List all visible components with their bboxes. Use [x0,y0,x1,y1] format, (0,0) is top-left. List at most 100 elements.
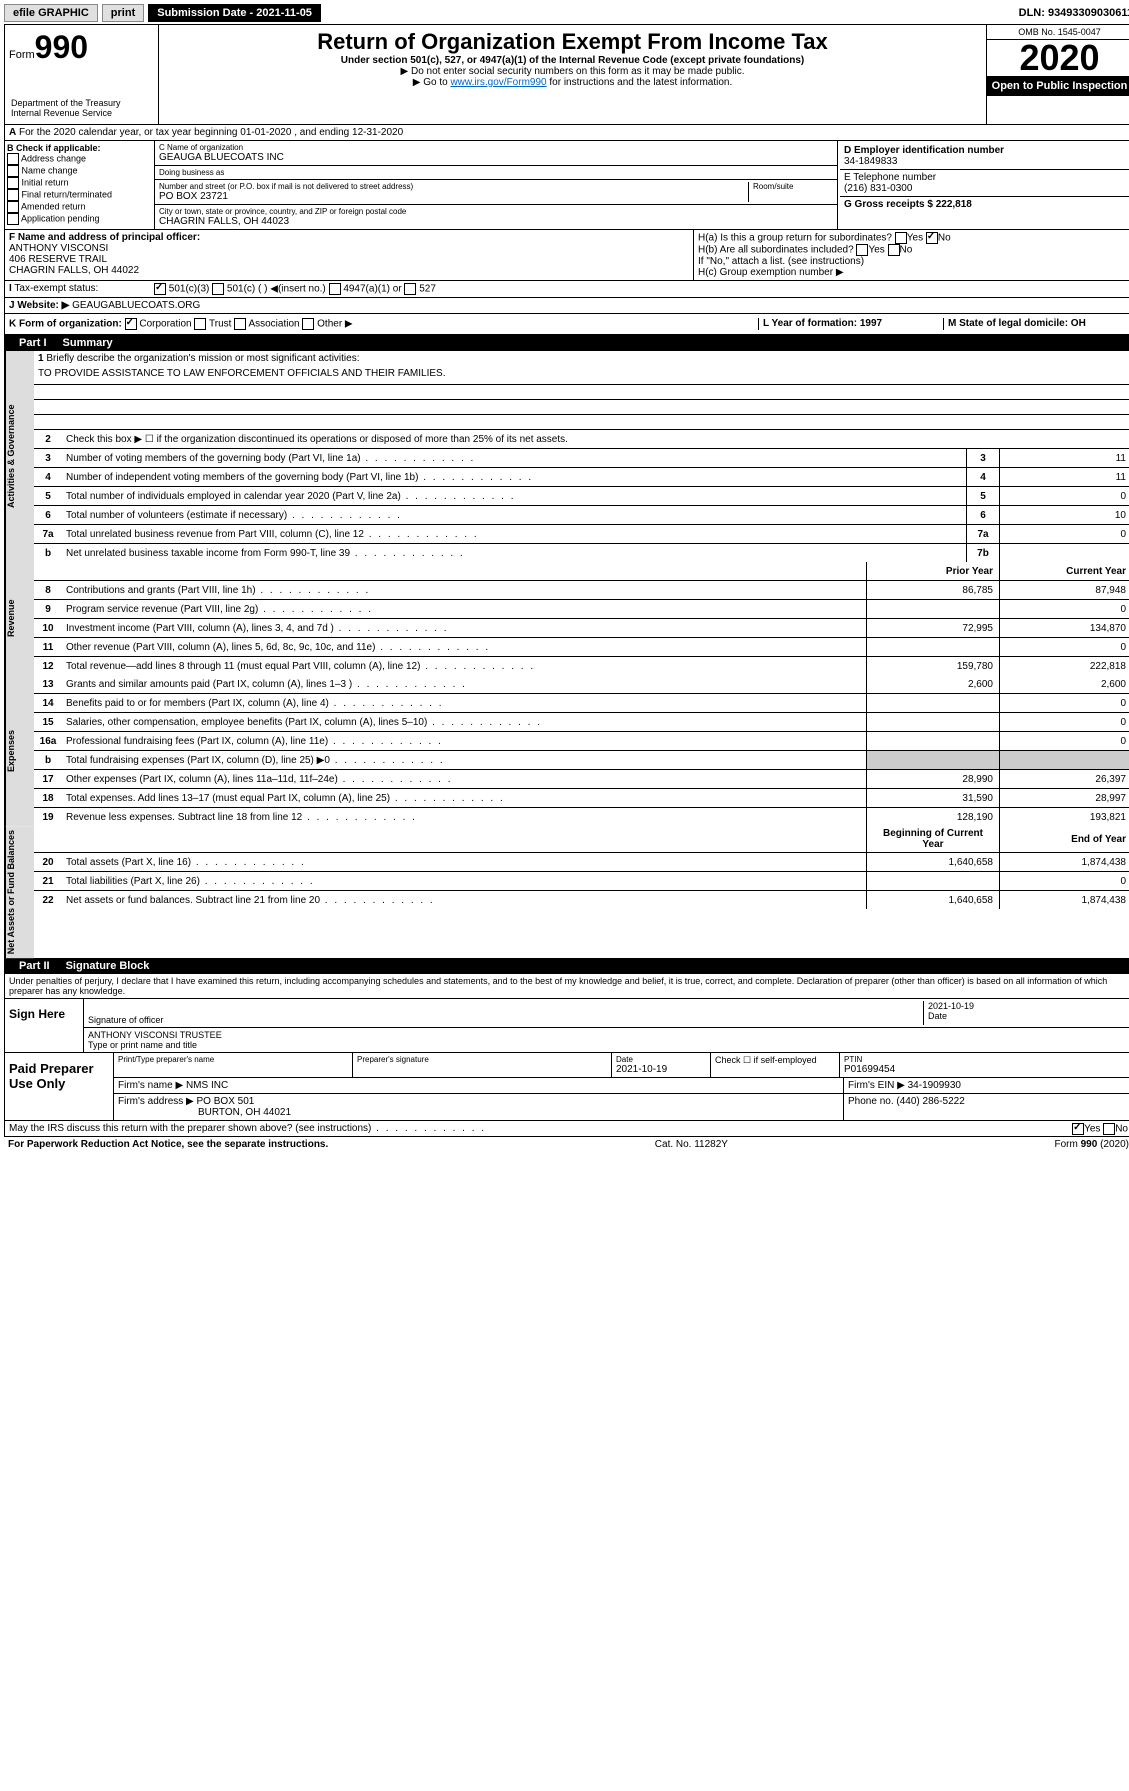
firm-addr: PO BOX 501 [197,1096,255,1107]
checkbox-initial-return[interactable]: Initial return [7,177,152,189]
firm-phone-label: Phone no. [848,1096,894,1107]
phone: (216) 831-0300 [844,183,1126,194]
line-12: 12Total revenue—add lines 8 through 11 (… [34,657,1129,675]
sig-label: Signature of officer [88,1015,923,1025]
col-end: End of Year [999,826,1129,852]
gross-receipts: G Gross receipts $ 222,818 [844,199,972,210]
main-title: Return of Organization Exempt From Incom… [163,29,982,55]
line-21: 21Total liabilities (Part X, line 26)0 [34,872,1129,891]
line-b: bNet unrelated business taxable income f… [34,544,1129,562]
c-name-label: C Name of organization [159,143,833,152]
room-label: Room/suite [753,182,833,191]
section-k: K Form of organization: Corporation Trus… [9,318,758,330]
cat-no: Cat. No. 11282Y [655,1139,728,1150]
dba-label: Doing business as [159,168,833,177]
4947-checkbox[interactable] [329,283,341,295]
officer-addr2: CHAGRIN FALLS, OH 44022 [9,265,689,276]
line-7a: 7aTotal unrelated business revenue from … [34,525,1129,544]
line-5: 5Total number of individuals employed in… [34,487,1129,506]
firm-label: Firm's name ▶ [118,1080,183,1091]
addr-label: Number and street (or P.O. box if mail i… [159,182,748,191]
line-20: 20Total assets (Part X, line 16)1,640,65… [34,853,1129,872]
501c3-checkbox[interactable] [154,283,166,295]
firm-ein: 34-1909930 [908,1080,961,1091]
line-10: 10Investment income (Part VIII, column (… [34,619,1129,638]
print-btn[interactable]: print [102,4,144,22]
h-a: H(a) Is this a group return for subordin… [698,232,1128,244]
form-990-label: Form990 [9,29,154,66]
section-m: M State of legal domicile: OH [943,318,1128,330]
tax-status-label: I Tax-exempt status: [9,283,154,295]
checkbox-amended-return[interactable]: Amended return [7,201,152,213]
signer-name: ANTHONY VISCONSI TRUSTEE [88,1030,222,1040]
row-a: A For the 2020 calendar year, or tax yea… [5,125,1129,141]
line-4: 4Number of independent voting members of… [34,468,1129,487]
firm-name: NMS INC [186,1080,228,1091]
line-8: 8Contributions and grants (Part VIII, li… [34,581,1129,600]
prep-date: 2021-10-19 [616,1064,706,1075]
line1-label: Briefly describe the organization's miss… [46,353,359,364]
org-name: GEAUGA BLUECOATS INC [159,152,833,163]
firm-phone: (440) 286-5222 [896,1096,964,1107]
website-value: GEAUGABLUECOATS.ORG [72,300,200,311]
part1-label: Part I [11,337,55,349]
submission-date: Submission Date - 2021-11-05 [148,4,321,22]
sig-date: 2021-10-19 [928,1001,1128,1011]
checkbox-address-change[interactable]: Address change [7,153,152,165]
org-address: PO BOX 23721 [159,191,748,202]
ptin: P01699454 [844,1064,1128,1075]
section-l: L Year of formation: 1997 [758,318,943,330]
h-b: H(b) Are all subordinates included? Yes … [698,244,1128,256]
vlabel-netassets: Net Assets or Fund Balances [5,826,34,958]
prep-date-label: Date [616,1055,706,1064]
dept-label: Department of the Treasury Internal Reve… [9,96,154,120]
date-label: Date [928,1011,1128,1021]
preparer-sig-label: Preparer's signature [357,1055,607,1064]
website-label: Website: ▶ [17,300,69,311]
line-19: 19Revenue less expenses. Subtract line 1… [34,808,1129,826]
part2-label: Part II [11,960,58,972]
mission-text: TO PROVIDE ASSISTANCE TO LAW ENFORCEMENT… [34,366,1129,385]
officer-addr1: 406 RESERVE TRAIL [9,254,689,265]
irs-link[interactable]: www.irs.gov/Form990 [450,77,546,88]
f-label: F Name and address of principal officer: [9,232,689,243]
h-c: H(c) Group exemption number ▶ [698,267,1128,278]
ein-label: D Employer identification number [844,145,1004,156]
ein: 34-1849833 [844,156,1126,167]
527-checkbox[interactable] [404,283,416,295]
line2: Check this box ▶ ☐ if the organization d… [62,432,1129,447]
part2-title: Signature Block [58,960,150,972]
instruction-1: ▶ Do not enter social security numbers o… [163,66,982,77]
line-17: 17Other expenses (Part IX, column (A), l… [34,770,1129,789]
instruction-2: ▶ Go to www.irs.gov/Form990 for instruct… [163,77,982,88]
paid-preparer-label: Paid Preparer Use Only [5,1053,113,1120]
efile-btn[interactable]: efile GRAPHIC [4,4,98,22]
phone-label: E Telephone number [844,172,1126,183]
open-public: Open to Public Inspection [987,76,1129,96]
dln: DLN: 93493309030611 [1019,7,1129,19]
ptin-label: PTIN [844,1055,1128,1064]
name-label: Type or print name and title [88,1040,222,1050]
checkbox-final-return-terminated[interactable]: Final return/terminated [7,189,152,201]
line-3: 3Number of voting members of the governi… [34,449,1129,468]
discuss-line: May the IRS discuss this return with the… [5,1120,1129,1136]
firm-addr2: BURTON, OH 44021 [118,1107,839,1118]
org-city: CHAGRIN FALLS, OH 44023 [159,216,833,227]
line-b: bTotal fundraising expenses (Part IX, co… [34,751,1129,770]
officer-name: ANTHONY VISCONSI [9,243,689,254]
checkbox-application-pending[interactable]: Application pending [7,213,152,225]
col-current: Current Year [999,562,1129,580]
line-6: 6Total number of volunteers (estimate if… [34,506,1129,525]
checkbox-name-change[interactable]: Name change [7,165,152,177]
paperwork-notice: For Paperwork Reduction Act Notice, see … [8,1139,328,1150]
501c-checkbox[interactable] [212,283,224,295]
col-begin: Beginning of Current Year [866,826,999,852]
sign-here-label: Sign Here [5,999,83,1052]
topbar: efile GRAPHIC print Submission Date - 20… [4,4,1129,22]
line-16a: 16aProfessional fundraising fees (Part I… [34,732,1129,751]
col-prior: Prior Year [866,562,999,580]
section-b: B Check if applicable: Address change Na… [5,141,155,229]
line-13: 13Grants and similar amounts paid (Part … [34,675,1129,694]
preparer-name-label: Print/Type preparer's name [118,1055,348,1064]
line-11: 11Other revenue (Part VIII, column (A), … [34,638,1129,657]
